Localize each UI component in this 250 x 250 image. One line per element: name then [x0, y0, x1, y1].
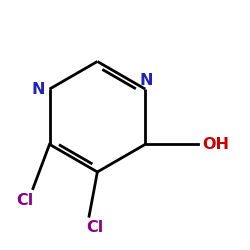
Text: Cl: Cl: [16, 193, 33, 208]
Text: N: N: [32, 82, 46, 96]
Text: Cl: Cl: [86, 220, 103, 235]
Text: N: N: [140, 73, 153, 88]
Text: OH: OH: [202, 137, 229, 152]
